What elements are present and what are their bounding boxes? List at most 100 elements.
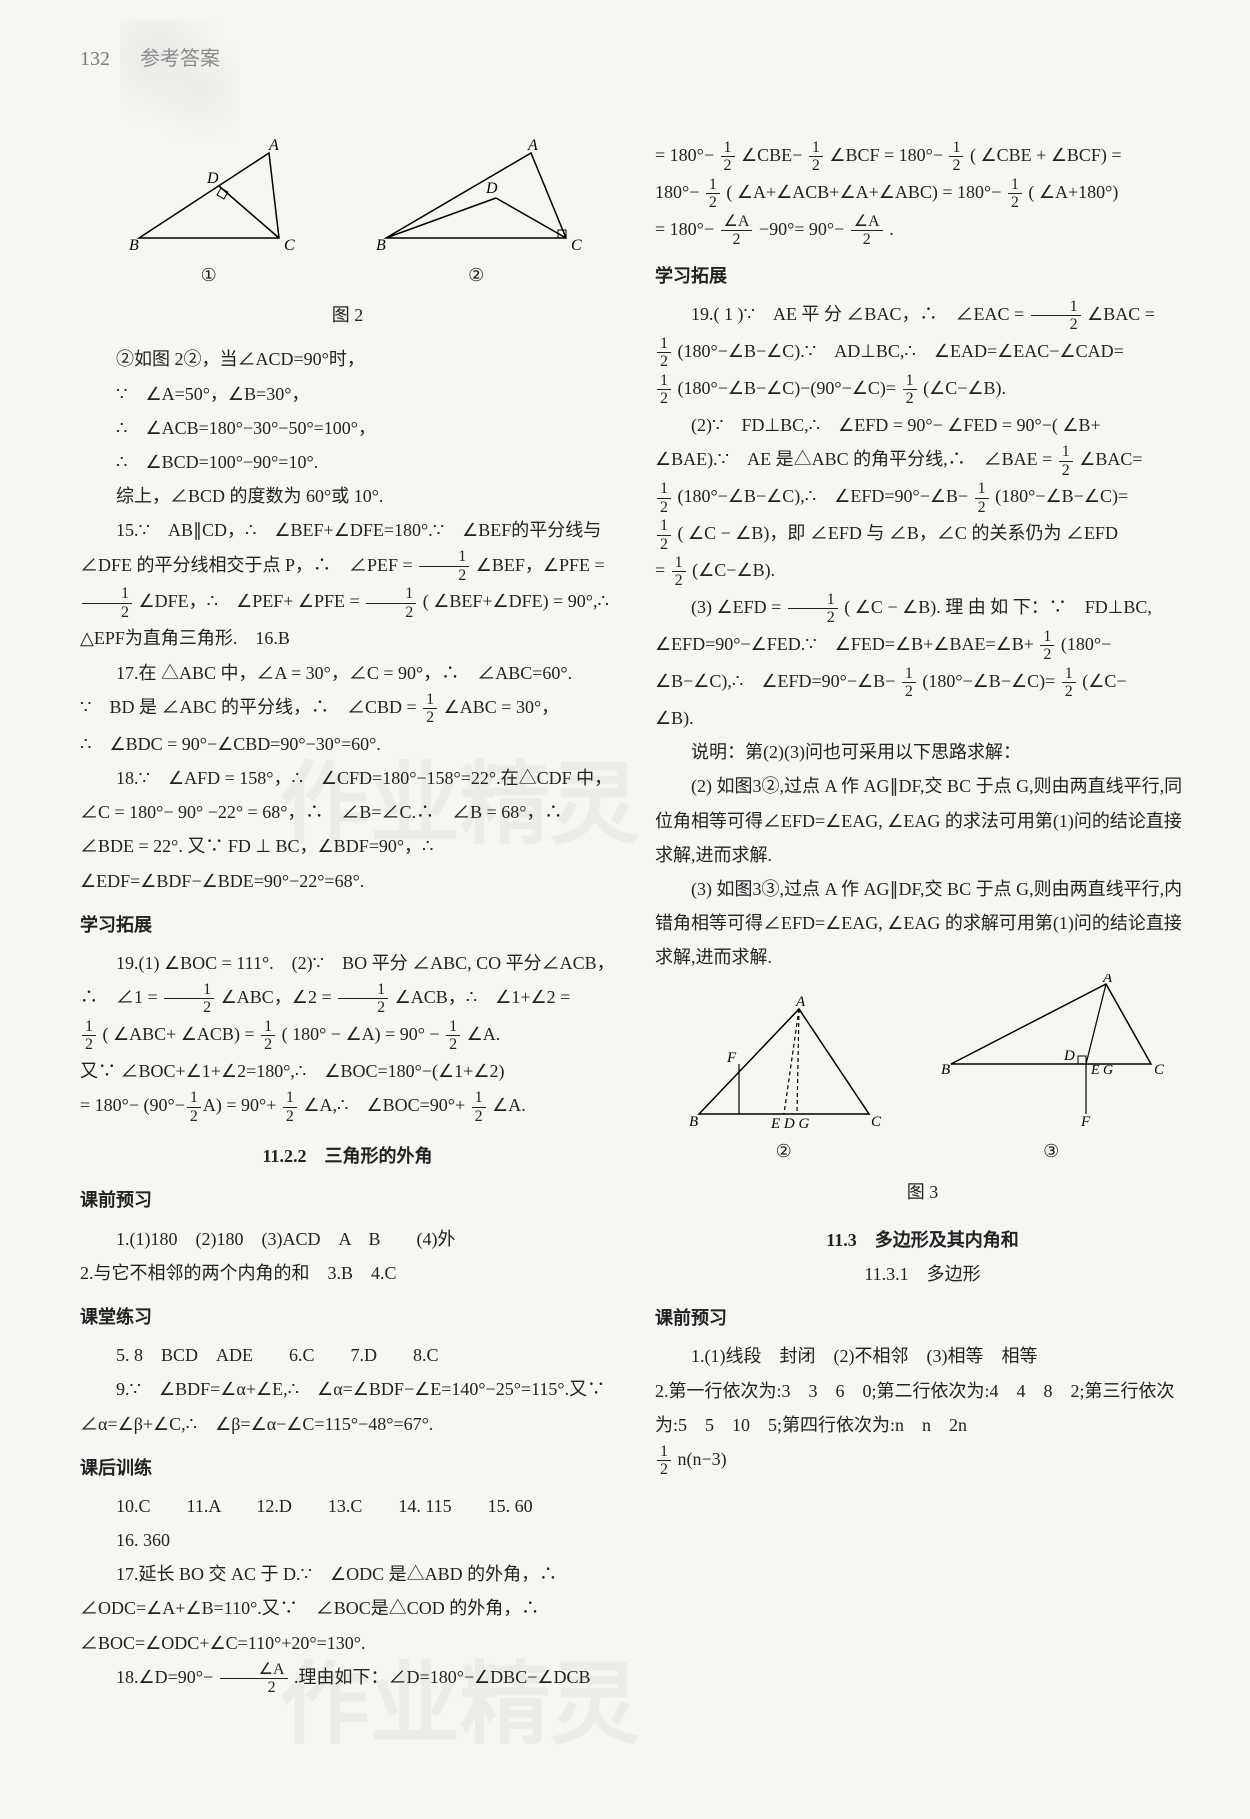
text-p6: 15.∵ AB∥CD，∴ ∠BEF+∠DFE=180°.∵ ∠BEF的平分线与 …	[80, 513, 615, 655]
pre-r3: 12 n(n−3)	[655, 1442, 1190, 1479]
section-11-3: 11.3 多边形及其内角和	[655, 1223, 1190, 1257]
r12: (3) ∠EFD = 12 ( ∠C − ∠B). 理 由 如 下：∵ FD⊥B…	[655, 590, 1190, 627]
p7a: 17.在 △ABC 中，∠A = 30°，∠C = 90°，∴ ∠ABC=60°…	[116, 663, 572, 683]
r13: ∠EFD=90°−∠FED.∵ ∠FED=∠B+∠BAE=∠B+ 12 (180…	[655, 627, 1190, 664]
svg-text:F: F	[1080, 1114, 1091, 1130]
r8: ∠BAE).∵ AE 是△ABC 的角平分线,∴ ∠BAE = 12 ∠BAC=	[655, 442, 1190, 479]
triangle-2-svg: A B C D	[366, 138, 586, 258]
p6c: ∠DFE，∴ ∠PEF+ ∠PFE =	[139, 591, 360, 611]
text-p8: 18.∵ ∠AFD = 158°，∴ ∠CFD=180°−158°=22°.在△…	[80, 761, 615, 898]
r10a: ( ∠C − ∠B)，即 ∠EFD 与 ∠B，∠C 的关系仍为 ∠EFD	[678, 523, 1118, 543]
page-header: 132 参考答案	[80, 40, 1190, 78]
r4b: ∠BAC =	[1087, 304, 1155, 324]
r14b: (180°−∠B−∠C)=	[922, 671, 1055, 691]
r11: = 12 (∠C−∠B).	[655, 553, 1190, 590]
frac-r2: 12	[706, 176, 720, 212]
section-11-2-2: 11.2.2 三角形的外角	[80, 1139, 615, 1173]
p7b: ∵ BD 是 ∠ABC 的平分线，∴ ∠CBD =	[80, 697, 417, 717]
svg-text:B: B	[129, 237, 139, 254]
frac-r1: 12	[721, 139, 735, 175]
r6a: (180°−∠B−∠C)−(90°−∠C)=	[678, 378, 897, 398]
r6: 12 (180°−∠B−∠C)−(90°−∠C)= 12 (∠C−∠B).	[655, 371, 1190, 408]
frac-r5: 12	[657, 335, 671, 371]
frac-r6b: 12	[903, 372, 917, 408]
r14: ∠B−∠C),∴ ∠EFD=90°−∠B− 12 (180°−∠B−∠C)= 1…	[655, 664, 1190, 701]
text-p4: ∴ ∠BCD=100°−90°=10°.	[80, 445, 615, 479]
r2a: 180°−	[655, 182, 699, 202]
svg-text:D: D	[206, 170, 219, 187]
pre-r3-text: n(n−3)	[678, 1449, 727, 1469]
svg-text:A: A	[1102, 974, 1113, 986]
text-p7: 17.在 △ABC 中，∠A = 30°，∠C = 90°，∴ ∠ABC=60°…	[80, 656, 615, 690]
r12a: (3) ∠EFD =	[691, 597, 781, 617]
r8a: ∠BAE).∵ AE 是△ABC 的角平分线,∴ ∠BAE =	[655, 449, 1052, 469]
svg-text:A: A	[527, 138, 538, 154]
svg-text:E G: E G	[1090, 1063, 1113, 1078]
p9i: = 90°+	[226, 1095, 276, 1115]
p9j: ∠A,∴ ∠BOC=90°+	[303, 1095, 465, 1115]
frac-r1c: 12	[949, 139, 963, 175]
r9a: (180°−∠B−∠C),∴ ∠EFD=90°−∠B−	[678, 486, 969, 506]
fig2-caption: 图 2	[80, 298, 615, 332]
r3a: = 180°−	[655, 219, 714, 239]
svg-text:A: A	[268, 138, 279, 154]
text-p3: ∴ ∠ACB=180°−30°−50°=100°，	[80, 411, 615, 445]
frac-A2-1: ∠A2	[220, 1661, 288, 1697]
frac-r12: 12	[788, 591, 838, 627]
r2c: ( ∠A+180°)	[1028, 182, 1118, 202]
r11a: =	[655, 560, 665, 580]
r3: = 180°− ∠A2 −90°= 90°− ∠A2 .	[655, 212, 1190, 249]
post4a: 18.∠D=90°−	[116, 1667, 213, 1687]
frac-A2-2: ∠A2	[721, 213, 753, 249]
r12b: ( ∠C − ∠B). 理 由 如 下：∵ FD⊥BC,	[844, 597, 1152, 617]
frac-r8: 12	[1059, 443, 1073, 479]
post4b: .理由如下：∠D=180°−∠DBC−∠DCB	[294, 1667, 590, 1687]
cls1: 5. 8 BCD ADE 6.C 7.D 8.C	[80, 1338, 615, 1372]
r1a: = 180°−	[655, 145, 714, 165]
left-column: A B C D ① A B C D ②	[80, 138, 615, 1697]
page-number: 132	[80, 40, 110, 78]
svg-text:D: D	[485, 180, 498, 197]
post2: 16. 360	[80, 1523, 615, 1557]
post1: 10.C 11.A 12.D 13.C 14. 115 15. 60	[80, 1489, 615, 1523]
r8b: ∠BAC=	[1079, 449, 1142, 469]
frac-half-4: 12	[423, 691, 437, 727]
r6b: (∠C−∠B).	[923, 378, 1006, 398]
ext-heading-2: 学习拓展	[655, 259, 1190, 293]
p9h: = 180°−	[80, 1095, 139, 1115]
fig2-label-2: ②	[366, 258, 586, 292]
text-p2: ∵ ∠A=50°，∠B=30°，	[80, 377, 615, 411]
r3b: −90°= 90°−	[759, 219, 844, 239]
frac-r14b: 12	[1062, 665, 1076, 701]
p9k: ∠A.	[492, 1095, 526, 1115]
frac-r9: 12	[657, 480, 671, 516]
p7c: ∠ABC = 30°，	[444, 697, 560, 717]
right-column: = 180°− 12 ∠CBE− 12 ∠BCF = 180°− 12 ( ∠C…	[655, 138, 1190, 1697]
frac-A2-3: ∠A2	[851, 213, 883, 249]
r2: 180°− 12 ( ∠A+∠ACB+∠A+∠ABC) = 180°− 12 (…	[655, 175, 1190, 212]
r1b: ∠CBE−	[741, 145, 802, 165]
cls-heading: 课堂练习	[80, 1300, 615, 1334]
triangle-1-svg: A B C D	[109, 138, 309, 258]
svg-text:B: B	[376, 237, 386, 254]
ext-heading-1: 学习拓展	[80, 908, 615, 942]
p9e: ( 180° − ∠A) = 90° −	[282, 1024, 440, 1044]
p9c: ∠ACB，∴ ∠1+∠2 =	[395, 987, 571, 1007]
p9d: ( ∠ABC+ ∠ACB) =	[103, 1024, 255, 1044]
r15: ∠B).	[655, 701, 1190, 735]
svg-text:A: A	[795, 994, 806, 1010]
r4a: 19.( 1 )∵ AE 平 分 ∠BAC，∴ ∠EAC =	[691, 304, 1024, 324]
post4: 18.∠D=90°− ∠A2 .理由如下：∠D=180°−∠DBC−∠DCB	[80, 1660, 615, 1697]
frac-r4: 12	[1031, 298, 1081, 334]
frac-r10: 12	[657, 517, 671, 553]
frac-half-8: 12	[261, 1018, 275, 1054]
frac-half-3: 12	[366, 585, 416, 621]
pre-r2: 2.第一行依次为:3 3 6 0;第二行依次为:4 4 8 2;第三行依次为:5…	[655, 1374, 1190, 1442]
frac-half-1: 12	[419, 548, 469, 584]
r3c: .	[889, 219, 894, 239]
frac-half-7: 12	[82, 1018, 96, 1054]
text-p5: 综上，∠BCD 的度数为 60°或 10°.	[80, 479, 615, 513]
pre2: 2.与它不相邻的两个内角的和 3.B 4.C	[80, 1256, 615, 1290]
svg-text:C: C	[284, 237, 295, 254]
post-heading: 课后训练	[80, 1451, 615, 1485]
